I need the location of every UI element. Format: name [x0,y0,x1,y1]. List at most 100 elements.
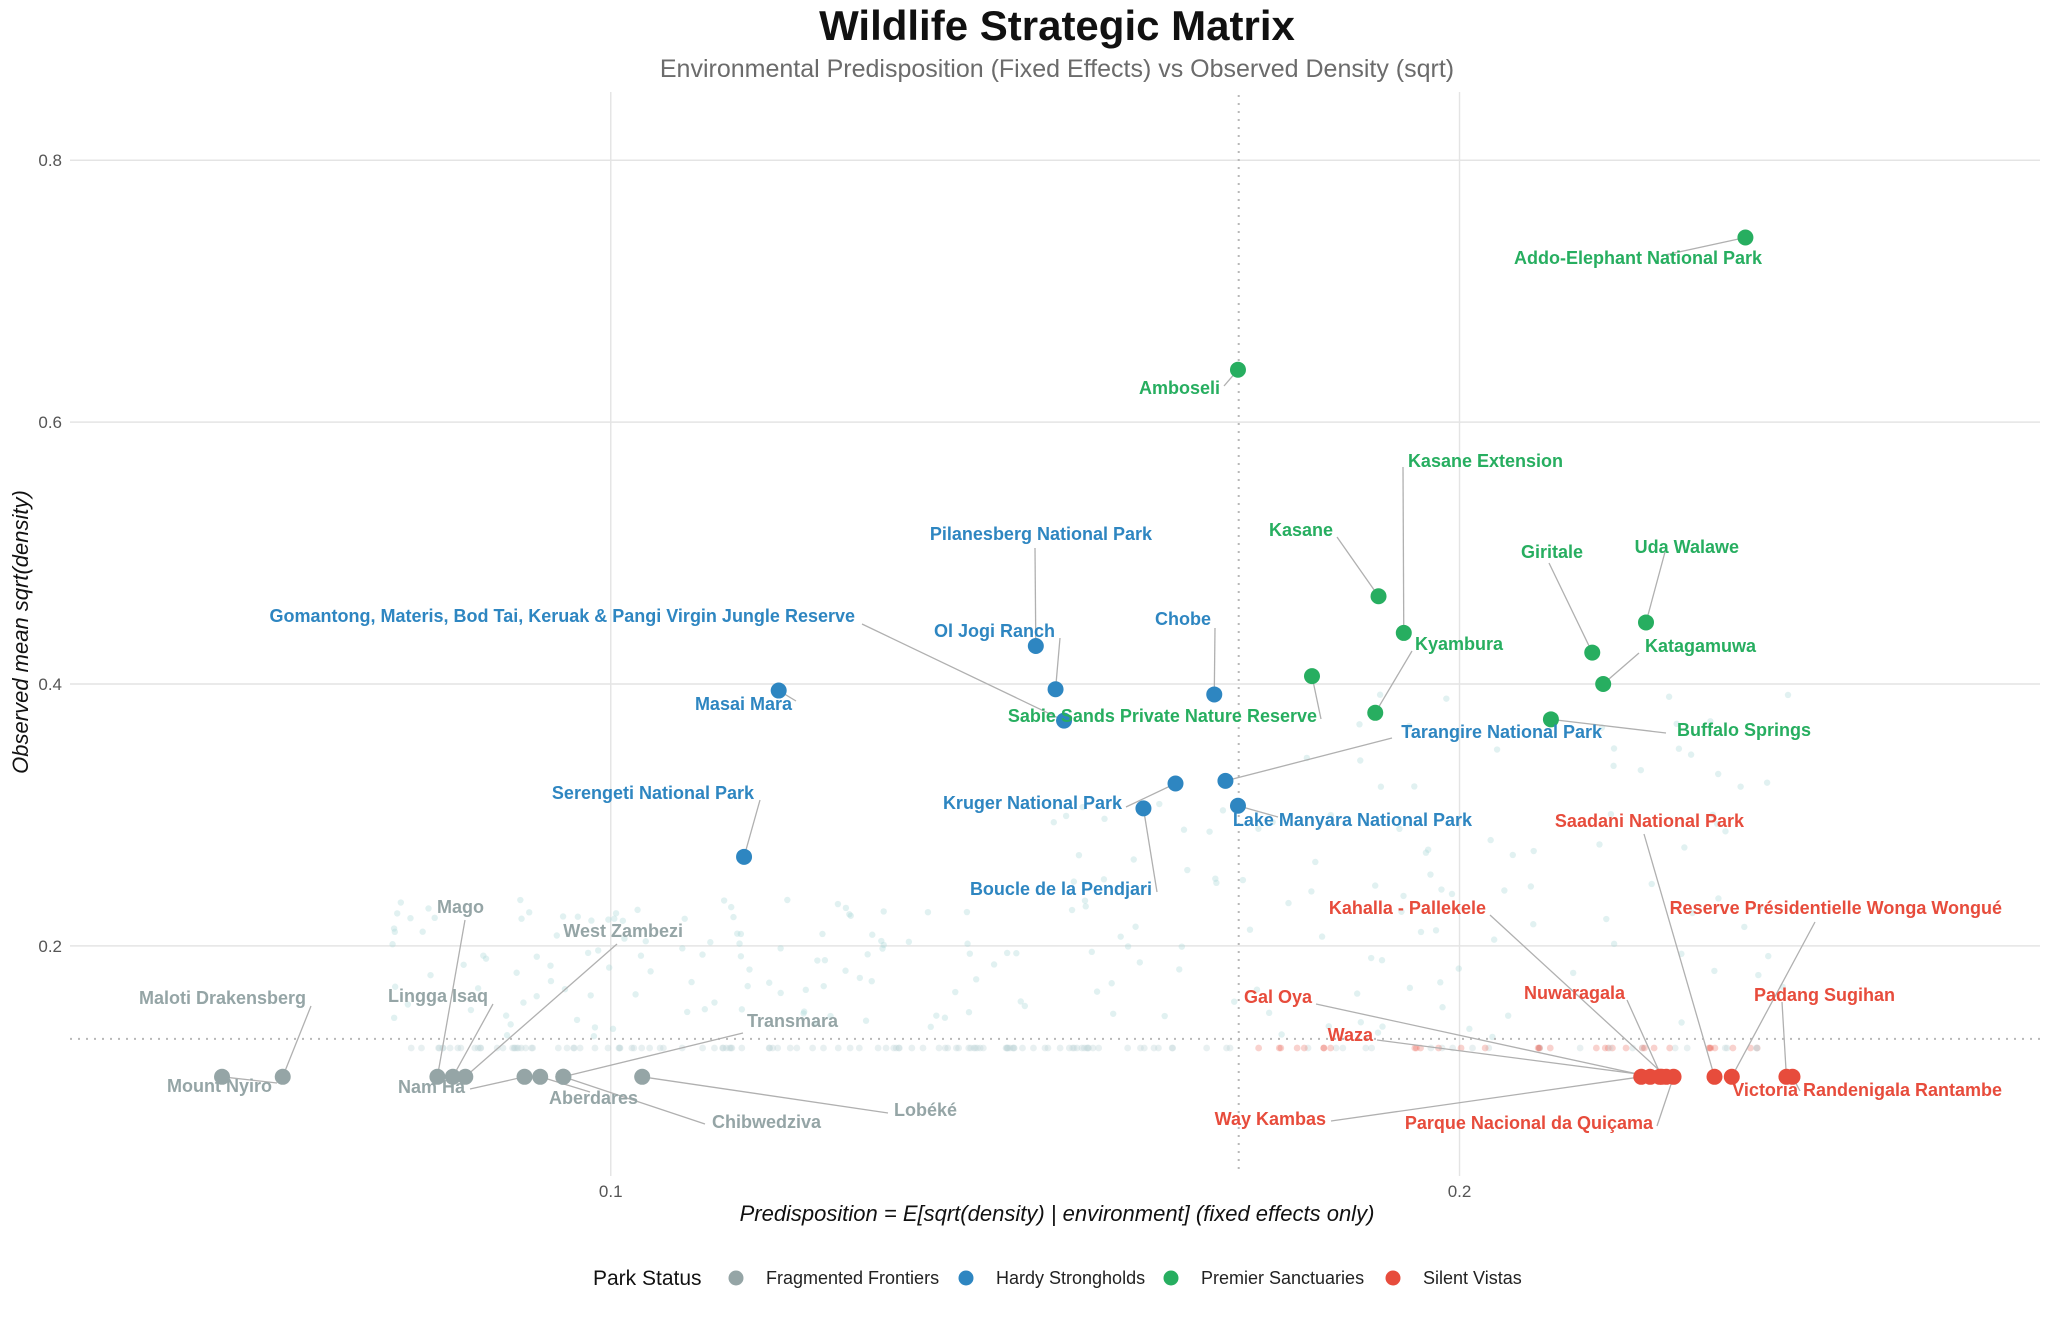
background-dot [460,961,467,968]
background-dot [1239,876,1247,884]
background-dot [699,951,706,958]
background-dot [1530,847,1537,855]
background-dot [533,993,540,1000]
background-dot [1400,892,1407,900]
background-dot [1312,858,1319,866]
background-dot [924,908,932,916]
point-katagamuwa [1595,675,1612,692]
legend-key-premier-sanctuaries [1163,1270,1179,1286]
label-aberdares: Aberdares [549,1088,638,1108]
background-dot [1504,1012,1512,1019]
background-dot [1093,988,1101,995]
label-kyambura: Kyambura [1415,634,1504,654]
background-dot [529,1044,537,1052]
background-dot [967,1044,975,1052]
background-dot [952,1044,960,1052]
background-dot [1278,1031,1285,1038]
background-dot [919,1044,927,1052]
background-dot [619,917,627,924]
background-dot [1044,1044,1052,1052]
label-leader-lines [221,236,1816,1127]
label-uda-walawe: Uda Walawe [1635,537,1739,557]
background-dot [1130,856,1137,863]
background-dot [637,952,645,959]
point-nam-ha [516,1068,533,1085]
background-dot [1673,720,1680,728]
background-dot [1396,825,1403,833]
leader-line-waza [1376,1039,1660,1078]
background-dot [1062,812,1070,820]
background-dot [570,1044,578,1052]
background-dot [1715,895,1722,902]
legend-key-silent-vistas [1385,1270,1401,1286]
background-dot [777,989,784,997]
background-dot [856,974,864,982]
background-dot [584,949,592,957]
background-dot [425,905,432,912]
background-dot [1713,820,1721,828]
background-dot [971,1044,979,1052]
point-kyambura [1367,704,1384,721]
background-dot [1124,1044,1132,1052]
background-dot [1417,928,1425,936]
background-dot [1711,1044,1719,1052]
background-dot [1427,871,1434,878]
background-dot [1438,886,1445,893]
background-dot [1003,949,1011,957]
background-dot [1184,866,1191,874]
label-addo-elephant-national-park: Addo-Elephant National Park [1514,248,1763,268]
background-dot [1226,1044,1234,1052]
leader-line-transmara [563,1032,744,1078]
label-kasane-extension: Kasane Extension [1408,451,1563,471]
background-dot [630,1044,638,1052]
background-dot [1084,1044,1092,1052]
background-dot [397,899,405,906]
label-gomantong-materis-bod-tai-keruak-pangi-virgin-jungle-reserve: Gomantong, Materis, Bod Tai, Keruak & Pa… [270,606,855,626]
legend-label-premier-sanctuaries: Premier Sanctuaries [1201,1268,1364,1288]
background-dot [711,999,718,1006]
background-dot [1603,915,1610,923]
background-dot [477,1044,485,1052]
label-west-zambezi: West Zambezi [563,921,683,941]
point-chobe [1206,686,1223,703]
background-dot [570,1044,577,1052]
background-dot [1178,943,1186,950]
leader-line-kruger-national-park [1125,782,1176,808]
point-saadani-national-park [1706,1068,1723,1085]
background-dot [1610,762,1617,770]
leader-line-nuwaragala [1626,999,1663,1078]
background-dot [587,992,594,999]
label-chobe: Chobe [1155,609,1211,629]
background-dot [990,961,998,968]
background-dot [774,1044,782,1052]
label-nam-ha: Nam Ha [398,1077,466,1097]
point-pilanesberg-national-park [1027,638,1044,655]
background-dot [1422,849,1430,856]
background-dot [1763,779,1771,786]
leader-line-kahalla-pallekele [1489,914,1667,1078]
background-dot [880,908,887,915]
label-pilanesberg-national-park: Pilanesberg National Park [930,524,1153,544]
background-dot [1455,965,1462,972]
leader-line-west-zambezi [464,943,618,1078]
background-dot [1327,1044,1335,1052]
background-dot [1530,921,1537,928]
background-dot [905,938,913,946]
background-dot [1002,1044,1010,1052]
label-nuwaragala: Nuwaragala [1524,983,1626,1003]
background-dot [1601,1044,1609,1052]
background-dot [1212,875,1219,882]
background-dot [786,1044,794,1052]
background-dot [1277,1044,1285,1052]
background-dot [1596,841,1603,848]
background-dot [1013,950,1020,957]
background-dot [1030,1044,1037,1052]
background-dot [820,1044,827,1052]
background-dot [638,1044,646,1052]
background-dot [391,983,399,990]
leader-line-uda-walawe [1645,551,1666,623]
background-dot [1629,1044,1637,1052]
background-dot [809,1044,817,1052]
background-dot [1711,967,1718,975]
background-dot [688,978,695,986]
